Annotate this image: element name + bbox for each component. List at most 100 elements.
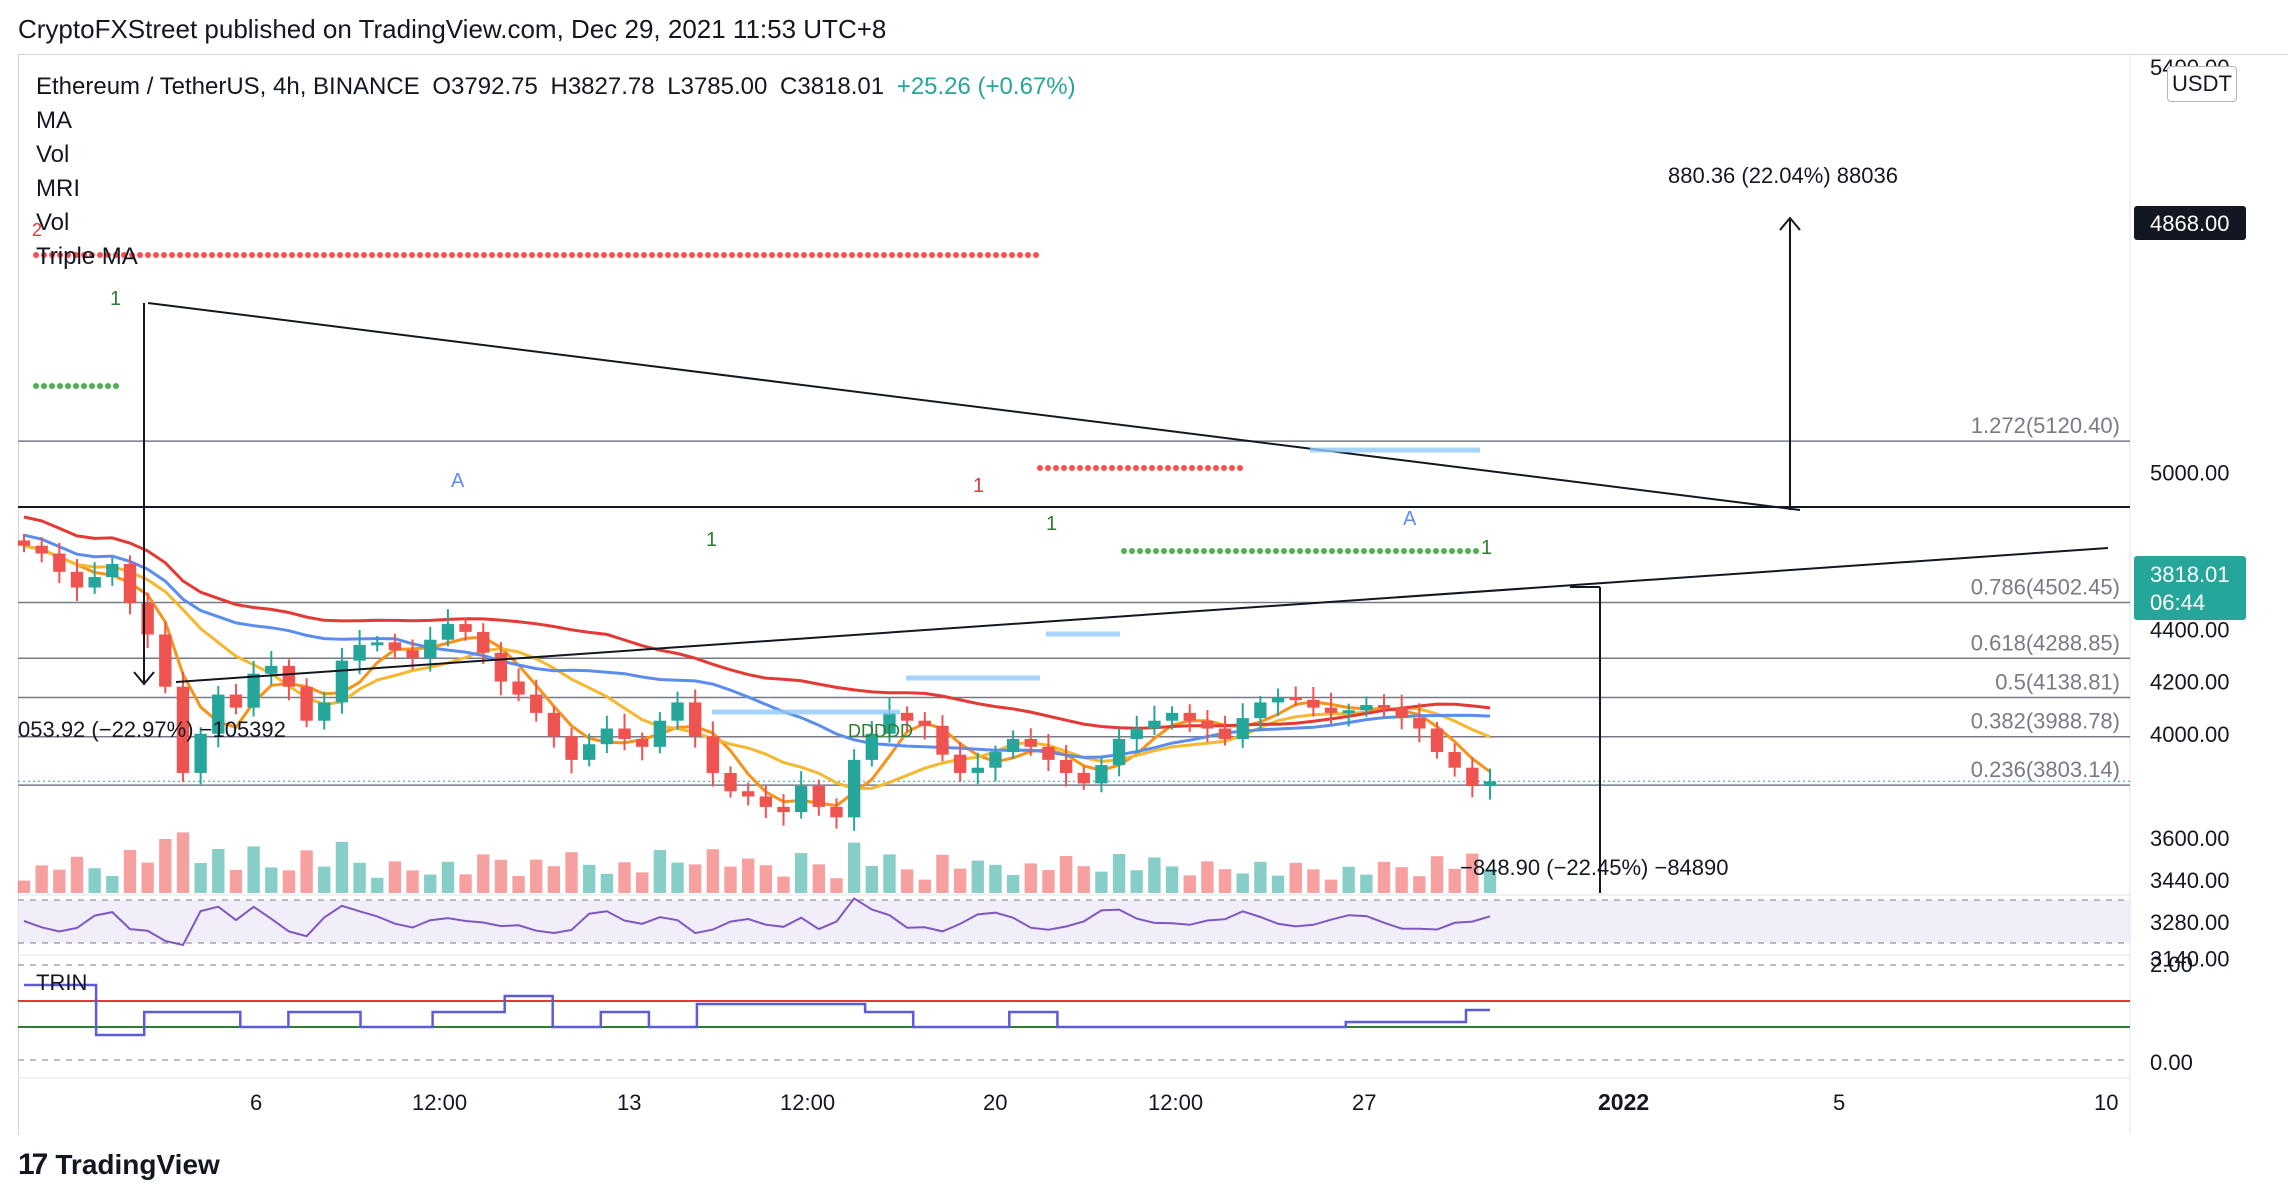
green-dot-row (1449, 548, 1455, 554)
green-dot-row (57, 383, 63, 389)
green-dot-row (1161, 548, 1167, 554)
red-dot-row (49, 252, 55, 258)
green-dot-row (1297, 548, 1303, 554)
volume-bar (777, 876, 790, 893)
volume-bar (512, 876, 525, 893)
candle-body (1466, 767, 1479, 786)
red-dot-row (937, 252, 943, 258)
green-dot-row (1289, 548, 1295, 554)
candle-body (1059, 759, 1073, 773)
target-price-badge: 4868.00 (2134, 206, 2246, 240)
red-dot-row (865, 252, 871, 258)
current-price-label: 3818.01 (2150, 562, 2230, 587)
trin-label: TRIN (36, 970, 87, 995)
red-dot-row (1237, 465, 1243, 471)
red-dot-row (1181, 465, 1187, 471)
red-dot-row (1093, 465, 1099, 471)
red-dot-row (481, 252, 487, 258)
candle-body (1254, 702, 1267, 719)
candle-body (1218, 728, 1232, 739)
candle-body (1360, 705, 1373, 711)
red-dot-row (129, 252, 135, 258)
candle-body (759, 796, 773, 807)
red-dot-row (537, 252, 543, 258)
volume-bar (1271, 875, 1285, 893)
legend-indicator-ma[interactable]: MA (36, 107, 72, 134)
volume-bar (1218, 869, 1232, 893)
red-dot-row (1001, 252, 1007, 258)
green-dot-row (1305, 548, 1311, 554)
green-dot-row (1129, 548, 1135, 554)
candle-body (865, 733, 878, 760)
volume-bar (406, 870, 419, 893)
red-dot-row (497, 252, 503, 258)
time-scale[interactable]: 6 12:00 13 12:00 20 12:00 27 2022 5 10 (250, 1089, 2118, 1115)
candles[interactable] (17, 533, 1497, 831)
red-dot-row (489, 252, 495, 258)
price-tick: 4200.00 (2150, 670, 2230, 695)
price-scale[interactable]: 5000.004600.004400.004200.004000.003600.… (2150, 55, 2230, 971)
candle-body (441, 624, 455, 640)
legend-indicator-triple-ma[interactable]: Triple MA (36, 243, 138, 270)
fib-level-label: 0.786(4502.45) (1971, 575, 2120, 600)
red-dot-row (161, 252, 167, 258)
red-dot-row (617, 252, 623, 258)
red-dot-row (793, 252, 799, 258)
red-dot-row (673, 252, 679, 258)
volume-bar (759, 865, 773, 893)
red-dot-row (121, 252, 127, 258)
red-dot-row (1221, 465, 1227, 471)
green-dot-row (97, 383, 103, 389)
triangle-upper-line (147, 302, 1801, 511)
candle-body (1006, 738, 1020, 753)
candle-body (618, 728, 631, 739)
red-dot-row (569, 252, 575, 258)
volume-bar (388, 861, 402, 893)
td-marker-one: 1 (706, 529, 717, 551)
candle-body (53, 553, 66, 572)
volume-bar (989, 864, 1002, 893)
green-dot-row (1201, 548, 1207, 554)
candle-body (424, 639, 437, 659)
legend-indicator-vol[interactable]: Vol (36, 141, 70, 168)
red-dot-row (89, 252, 95, 258)
red-dot-row (633, 252, 639, 258)
publish-header: CryptoFXStreet published on TradingView.… (18, 14, 887, 44)
volume-bar (1360, 874, 1373, 893)
volume-bar (300, 850, 313, 893)
candle-body (688, 702, 702, 737)
volume-bar (1165, 866, 1179, 893)
red-dot-row (33, 252, 39, 258)
time-tick: 10 (2094, 1090, 2118, 1115)
currency-unit-button[interactable]: USDT (2167, 66, 2237, 102)
volume-bar (1342, 866, 1355, 893)
candle-body (512, 681, 525, 695)
green-dot-row (1313, 548, 1319, 554)
volume-bar (318, 866, 331, 893)
candle-body (371, 642, 384, 646)
volume-bar (900, 869, 914, 893)
tradingview-wordmark: TradingView (55, 1149, 220, 1180)
volume-bar (1042, 870, 1055, 893)
candle-body (1395, 707, 1408, 719)
legend-indicator-vol2[interactable]: Vol (36, 209, 70, 236)
candle-body (777, 806, 790, 813)
green-dot-row (73, 383, 79, 389)
green-dot-row (49, 383, 55, 389)
legend-open: O3792.75 (432, 73, 538, 100)
green-dot-row (1377, 548, 1383, 554)
a-marker: A (1403, 508, 1417, 530)
volume-bar (88, 868, 101, 893)
red-dot-row (681, 252, 687, 258)
td-marker-one: 1 (1046, 513, 1057, 535)
time-tick: 12:00 (412, 1090, 467, 1115)
green-dot-row (1137, 548, 1143, 554)
legend-change: +25.26 (+0.67%) (896, 73, 1076, 100)
red-dot-row (737, 252, 743, 258)
red-dot-row (825, 252, 831, 258)
volume-bar (794, 853, 808, 893)
legend-symbol[interactable]: Ethereum / TetherUS, 4h, BINANCE (36, 73, 420, 100)
legend-indicator-mri[interactable]: MRI (36, 175, 80, 202)
volume-bar (1466, 853, 1479, 893)
